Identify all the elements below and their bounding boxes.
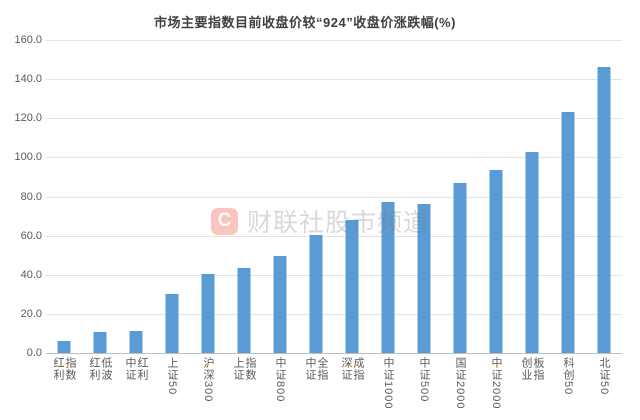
bar (57, 341, 71, 353)
bar (381, 202, 395, 353)
x-label-slot: 红利 指数 (46, 357, 82, 409)
bar (129, 330, 143, 353)
x-axis-category-label: 上证50 (166, 357, 178, 396)
gridline (46, 274, 622, 276)
bar-slot (514, 40, 550, 353)
y-axis-tick-label: 40.0 (20, 268, 42, 281)
x-label-slot: 中证500 (406, 357, 442, 409)
gridline (46, 235, 622, 237)
bar (165, 294, 179, 353)
x-axis-category-label: 中证800 (274, 357, 286, 403)
x-axis-category-label: 上证 指数 (232, 357, 256, 381)
gridline (46, 40, 622, 41)
bar (273, 256, 287, 353)
bar (309, 234, 323, 353)
x-axis-category-label: 中证 红利 (124, 357, 148, 381)
x-label-slot: 红利 低波 (82, 357, 118, 409)
y-axis-tick-label: 160.0 (14, 34, 42, 46)
bar-slot (442, 40, 478, 353)
y-axis-tick-label: 100.0 (14, 151, 42, 164)
bar (345, 219, 359, 353)
bar-slot (118, 40, 154, 353)
bar (597, 67, 611, 353)
bar-slot (586, 40, 622, 353)
gridline (46, 118, 622, 120)
bar (525, 151, 539, 353)
bar-slot (46, 40, 82, 353)
x-label-slot: 深证 成指 (334, 357, 370, 409)
bars-row (46, 40, 622, 353)
x-label-slot: 国证2000 (442, 357, 478, 409)
bar-slot (478, 40, 514, 353)
x-axis-category-label: 沪深300 (202, 357, 214, 403)
x-axis-category-label: 科创50 (562, 357, 574, 396)
y-axis-tick-label: 140.0 (14, 73, 42, 86)
x-label-slot: 科创50 (550, 357, 586, 409)
bar (561, 112, 575, 353)
y-axis-tick-label: 0.0 (26, 347, 42, 359)
bar-slot (298, 40, 334, 353)
bar-slot (406, 40, 442, 353)
x-axis: 红利 指数 红利 低波 中证 红利 上证50 沪深300 上证 指数 中证800 中证 全指深… (46, 357, 622, 409)
bar-slot (550, 40, 586, 353)
bar-slot (334, 40, 370, 353)
x-axis-baseline (46, 353, 622, 354)
bar-slot (154, 40, 190, 353)
y-axis: 0.0 20.0 40.0 60.0 80.0 100.0 120.0 140.0 160.0 (0, 34, 42, 359)
y-axis-tick-label: 60.0 (20, 229, 42, 242)
bar-slot (262, 40, 298, 353)
bar (489, 170, 503, 353)
x-axis-category-label: 中证2000 (490, 357, 502, 410)
x-label-slot: 中证 全指 (298, 357, 334, 409)
bar-slot (82, 40, 118, 353)
x-axis-category-label: 创业 板指 (520, 357, 544, 381)
x-label-slot: 中证1000 (370, 357, 406, 409)
x-axis-category-label: 北证50 (598, 357, 610, 396)
plot-area (46, 40, 622, 354)
x-label-slot: 上证50 (154, 357, 190, 409)
x-axis-category-label: 中证 全指 (304, 357, 328, 381)
bar (201, 273, 215, 353)
x-axis-category-label: 国证2000 (454, 357, 466, 410)
y-axis-tick-label: 20.0 (20, 307, 42, 320)
bar (453, 182, 467, 353)
bar (237, 267, 251, 353)
x-label-slot: 创业 板指 (514, 357, 550, 409)
y-axis-tick-label: 80.0 (20, 190, 42, 203)
bar (93, 332, 107, 353)
y-axis-tick-label: 120.0 (14, 112, 42, 125)
bar-slot (226, 40, 262, 353)
x-label-slot: 中证800 (262, 357, 298, 409)
x-label-slot: 沪深300 (190, 357, 226, 409)
bar (417, 204, 431, 353)
x-label-slot: 北证50 (586, 357, 622, 409)
x-label-slot: 上证 指数 (226, 357, 262, 409)
gridline (46, 196, 622, 198)
bar-slot (370, 40, 406, 353)
x-axis-category-label: 中证500 (418, 357, 430, 403)
gridline (46, 157, 622, 159)
x-axis-category-label: 红利 低波 (88, 357, 112, 381)
bar-slot (190, 40, 226, 353)
chart-title: 市场主要指数目前收盘价较“924”收盘价涨跌幅(%) (154, 15, 456, 30)
gridline (46, 313, 622, 315)
x-axis-category-label: 深证 成指 (340, 357, 364, 381)
x-axis-category-label: 中证1000 (382, 357, 394, 410)
x-label-slot: 中证2000 (478, 357, 514, 409)
x-label-slot: 中证 红利 (118, 357, 154, 409)
gridline (46, 79, 622, 81)
x-axis-category-label: 红利 指数 (52, 357, 76, 381)
